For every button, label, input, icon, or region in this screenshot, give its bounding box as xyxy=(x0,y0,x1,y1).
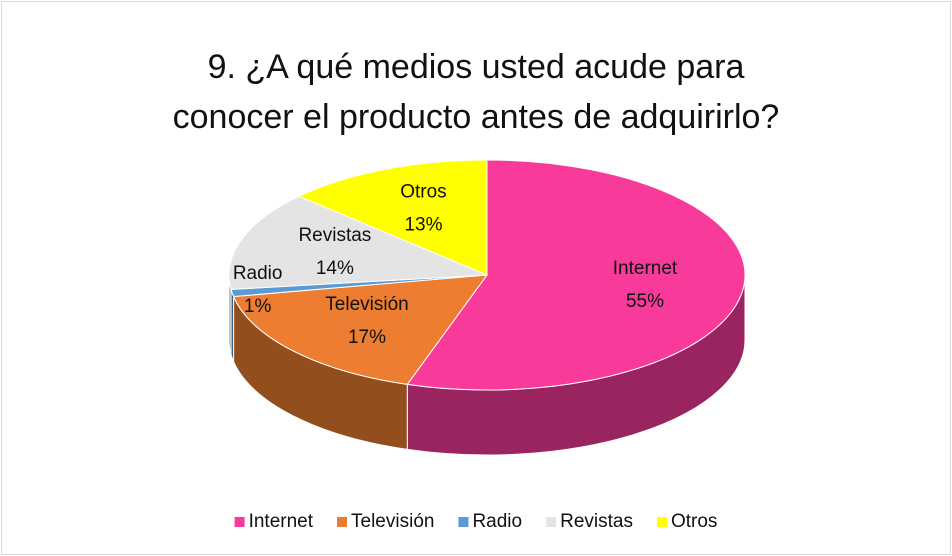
data-label-value: 55% xyxy=(626,291,664,312)
data-label-name: Radio xyxy=(233,263,283,284)
legend-swatch xyxy=(458,517,469,527)
slice xyxy=(406,159,746,391)
slice xyxy=(297,159,488,276)
legend-label: Revistas xyxy=(560,511,633,532)
slice xyxy=(232,274,489,385)
data-label-name: Otros xyxy=(400,182,446,203)
data-label-name: Revistas xyxy=(298,225,371,246)
legend: Internet Televisión Radio Revistas Otros xyxy=(234,511,717,532)
data-label-value: 14% xyxy=(316,258,354,279)
legend-label: Televisión xyxy=(351,511,434,532)
legend-label: Internet xyxy=(249,511,314,532)
legend-swatch xyxy=(337,517,348,527)
legend-label: Otros xyxy=(671,511,717,532)
data-label-value: 17% xyxy=(348,327,386,348)
legend-label: Radio xyxy=(472,511,522,532)
legend-swatch xyxy=(234,517,245,527)
slice xyxy=(228,195,488,290)
legend-swatch xyxy=(546,517,557,527)
chart-title: 9. ¿A qué medios usted acude para conoce… xyxy=(172,48,780,136)
data-label-name: Televisión xyxy=(325,294,408,315)
legend-swatch xyxy=(656,517,667,527)
data-label-value: 1% xyxy=(244,296,272,317)
data-label-name: Internet xyxy=(613,258,678,279)
data-label-value: 13% xyxy=(404,215,442,236)
